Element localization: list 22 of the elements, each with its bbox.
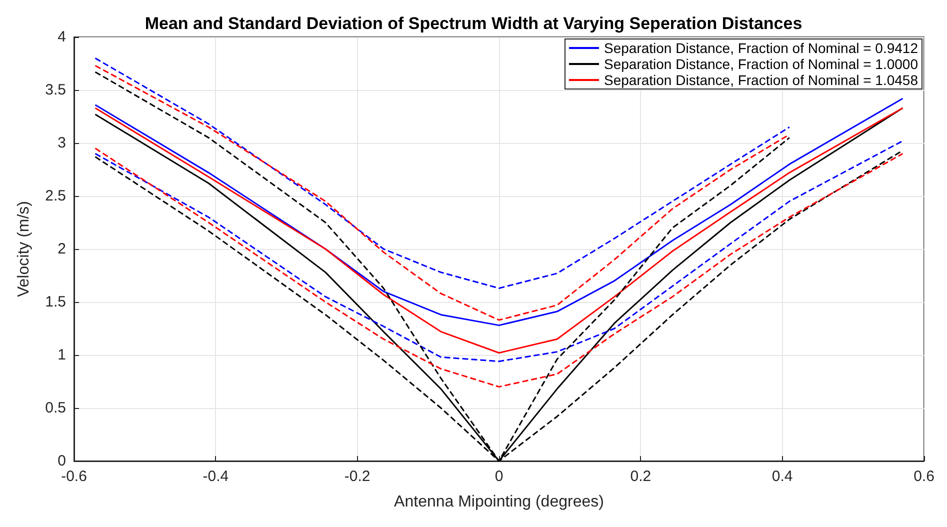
y-tick-label: 1	[58, 346, 66, 364]
x-tick-label: 0.4	[772, 468, 793, 485]
y-tick-label: 1.5	[45, 294, 66, 310]
y-tick-label: 4	[58, 28, 66, 46]
x-tick-label: 0	[494, 468, 504, 485]
y-tick-label: 2.5	[45, 188, 66, 204]
x-axis-title: Antenna Mipointing (degrees)	[394, 494, 604, 510]
x-tick-label: -0.4	[202, 468, 229, 485]
legend-label: Separation Distance, Fraction of Nominal = 1.0458	[604, 72, 918, 88]
y-tick-label: 2	[58, 240, 66, 258]
x-tick-label: -0.2	[344, 468, 370, 485]
x-tick-label: -0.6	[61, 468, 87, 485]
chart-title: Mean and Standard Deviation of Spectrum Width at Varying Seperation Distances	[144, 14, 802, 33]
x-tick-label: 0.6	[914, 468, 934, 485]
legend-label: Separation Distance, Fraction of Nominal = 0.9412	[604, 40, 918, 56]
legend-label: Separation Distance, Fraction of Nominal = 1.0000	[604, 56, 918, 72]
y-tick-label: 0.5	[45, 400, 66, 416]
y-tick-label: 3.5	[45, 82, 66, 98]
y-tick-label: 3	[58, 134, 66, 152]
y-tick-label: 0	[58, 452, 66, 470]
x-tick-label: 0.2	[630, 468, 652, 485]
y-axis-title: Velocity (m/s)	[16, 200, 32, 298]
